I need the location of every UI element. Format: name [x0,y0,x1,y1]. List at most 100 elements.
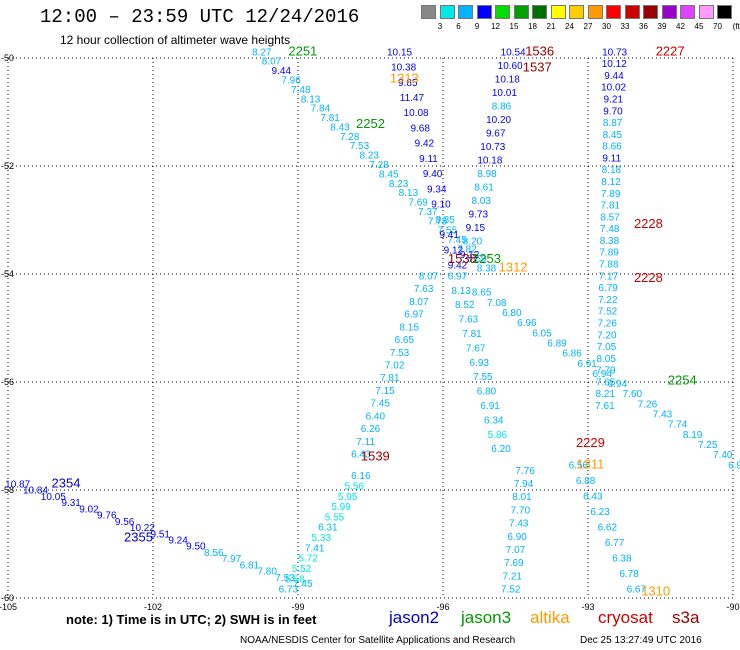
legend-label: 30 [602,22,611,31]
swh-value-label: 10.20 [486,115,511,126]
pass-time-label: 2355 [124,529,153,544]
swh-value-label: 6.73 [279,585,299,596]
swh-value-label: 9.02 [79,504,99,515]
swh-value-label: 7.21 [503,571,523,582]
swh-value-label: 6.34 [484,415,504,426]
swh-value-label: 7.17 [599,271,619,282]
swh-value-label: 7.61 [595,401,615,412]
legend-label: 39 [657,22,667,31]
swh-value-label: 7.02 [385,361,405,372]
lon-tick-label: -99 [291,602,304,612]
swh-value-label: 9.42 [415,139,435,150]
swh-value-label: 7.45 [293,579,313,590]
swh-value-label: 6.16 [351,471,371,482]
swh-value-label: 5.33 [312,533,332,544]
swh-value-label: 7.88 [599,260,619,271]
swh-value-label: 10.22 [130,523,155,534]
swh-value-label: 11.47 [400,93,425,104]
swh-value-label: 6.97 [728,460,740,471]
lon-tick-label: -93 [581,602,594,612]
lon-tick-label: -90 [726,602,739,612]
legend-swatch [698,5,714,19]
swh-value-label: 10.01 [492,88,517,99]
mission-altika: altika [530,608,570,627]
swh-value-label: 7.81 [462,329,482,340]
map-subtitle: 12 hour collection of altimeter wave hei… [60,33,291,47]
swh-value-label: 10.54 [501,47,526,58]
swh-value-label: 8.27 [252,47,272,58]
legend-swatch [439,5,455,19]
legend-unit: (ft) [732,22,740,31]
swh-value-label: 6.80 [502,308,522,319]
legend-label: 27 [583,22,593,31]
pass-time-label: 2251 [288,43,317,58]
swh-value-label: 5.56 [345,482,365,493]
swh-value-label: 9.31 [61,498,81,509]
legend-swatch [717,5,732,19]
pass-time-label: 2254 [668,373,697,388]
swh-value-label: 10.73 [602,47,627,58]
swh-value-label: 9.21 [604,94,624,105]
swh-value-label: 8.21 [596,389,616,400]
swh-value-label: 6.20 [491,444,511,455]
swh-value-label: 7.69 [504,558,524,569]
swh-value-label: 8.61 [474,182,494,193]
swh-value-label: 9.12 [460,250,480,261]
swh-value-label: 7.97 [222,554,242,565]
swh-value-label: 7.60 [623,389,643,400]
swh-value-label: 7.81 [320,113,340,124]
swh-value-label: 7.67 [466,343,486,354]
lon-tick-label: -105 [0,602,17,612]
swh-value-label: 6.97 [448,271,468,282]
swh-value-label: 8.18 [602,165,622,176]
swh-value-label: 9.34 [427,184,447,195]
swh-value-label: 7.76 [515,466,535,477]
swh-value-label: 9.67 [486,128,506,139]
swh-value-label: 6.43 [583,491,603,502]
lat-tick-label: -52 [1,161,14,171]
swh-value-label: 10.12 [602,59,627,70]
swh-value-label: 6.79 [598,283,618,294]
swh-value-label: 7.53 [390,348,410,359]
swh-value-label: 9.41 [439,230,459,241]
swh-value-label: 7.74 [668,420,688,431]
swh-value-label: 8.23 [389,179,409,190]
pass-time-label: 2227 [656,43,685,58]
legend-swatch [643,5,658,19]
swh-value-label: 7.28 [369,160,389,171]
swh-value-label: 7.15 [375,386,395,397]
swh-value-label: 9.15 [466,223,486,234]
swh-value-label: 7.40 [713,450,733,461]
swh-value-label: 7.48 [600,224,620,235]
legend-label: 15 [509,22,519,31]
swh-value-label: 8.15 [399,322,419,333]
swh-value-label: 6.86 [562,349,582,360]
legend-swatch [624,5,640,19]
map-title: 12:00 – 23:59 UTC 12/24/2016 [40,6,360,28]
swh-value-label: 9.42 [448,261,468,272]
mission-jason3: jason3 [461,608,512,627]
swh-value-label: 7.63 [414,284,434,295]
swh-value-label: 8.59 [467,254,487,265]
swh-value-label: 6.05 [532,328,552,339]
swh-value-label: 6.90 [507,532,527,543]
swh-value-label: 8.86 [492,101,512,112]
swh-value-label: 6.97 [404,310,424,321]
swh-value-label: 7.81 [601,201,621,212]
pass-time-label: 1313 [390,70,419,85]
swh-value-label: 9.85 [398,78,418,89]
swh-value-label: 8.13 [301,94,321,105]
swh-value-label: 9.12 [444,245,464,256]
legend-swatch [606,5,621,19]
swh-value-label: 7.69 [408,198,428,209]
lon-tick-label: -102 [144,602,162,612]
swh-value-label: 7.43 [509,519,529,530]
mission-cryosat: cryosat [598,608,653,627]
swh-value-label: 8.07 [419,271,439,282]
swh-value-label: 8.03 [471,196,491,207]
pass-time-label: 1310 [641,583,670,598]
swh-value-label: 7.37 [418,207,438,218]
lat-tick-label: -50 [1,53,14,63]
swh-value-label: 7.84 [311,104,331,115]
swh-value-label: 7.75 [428,216,448,227]
